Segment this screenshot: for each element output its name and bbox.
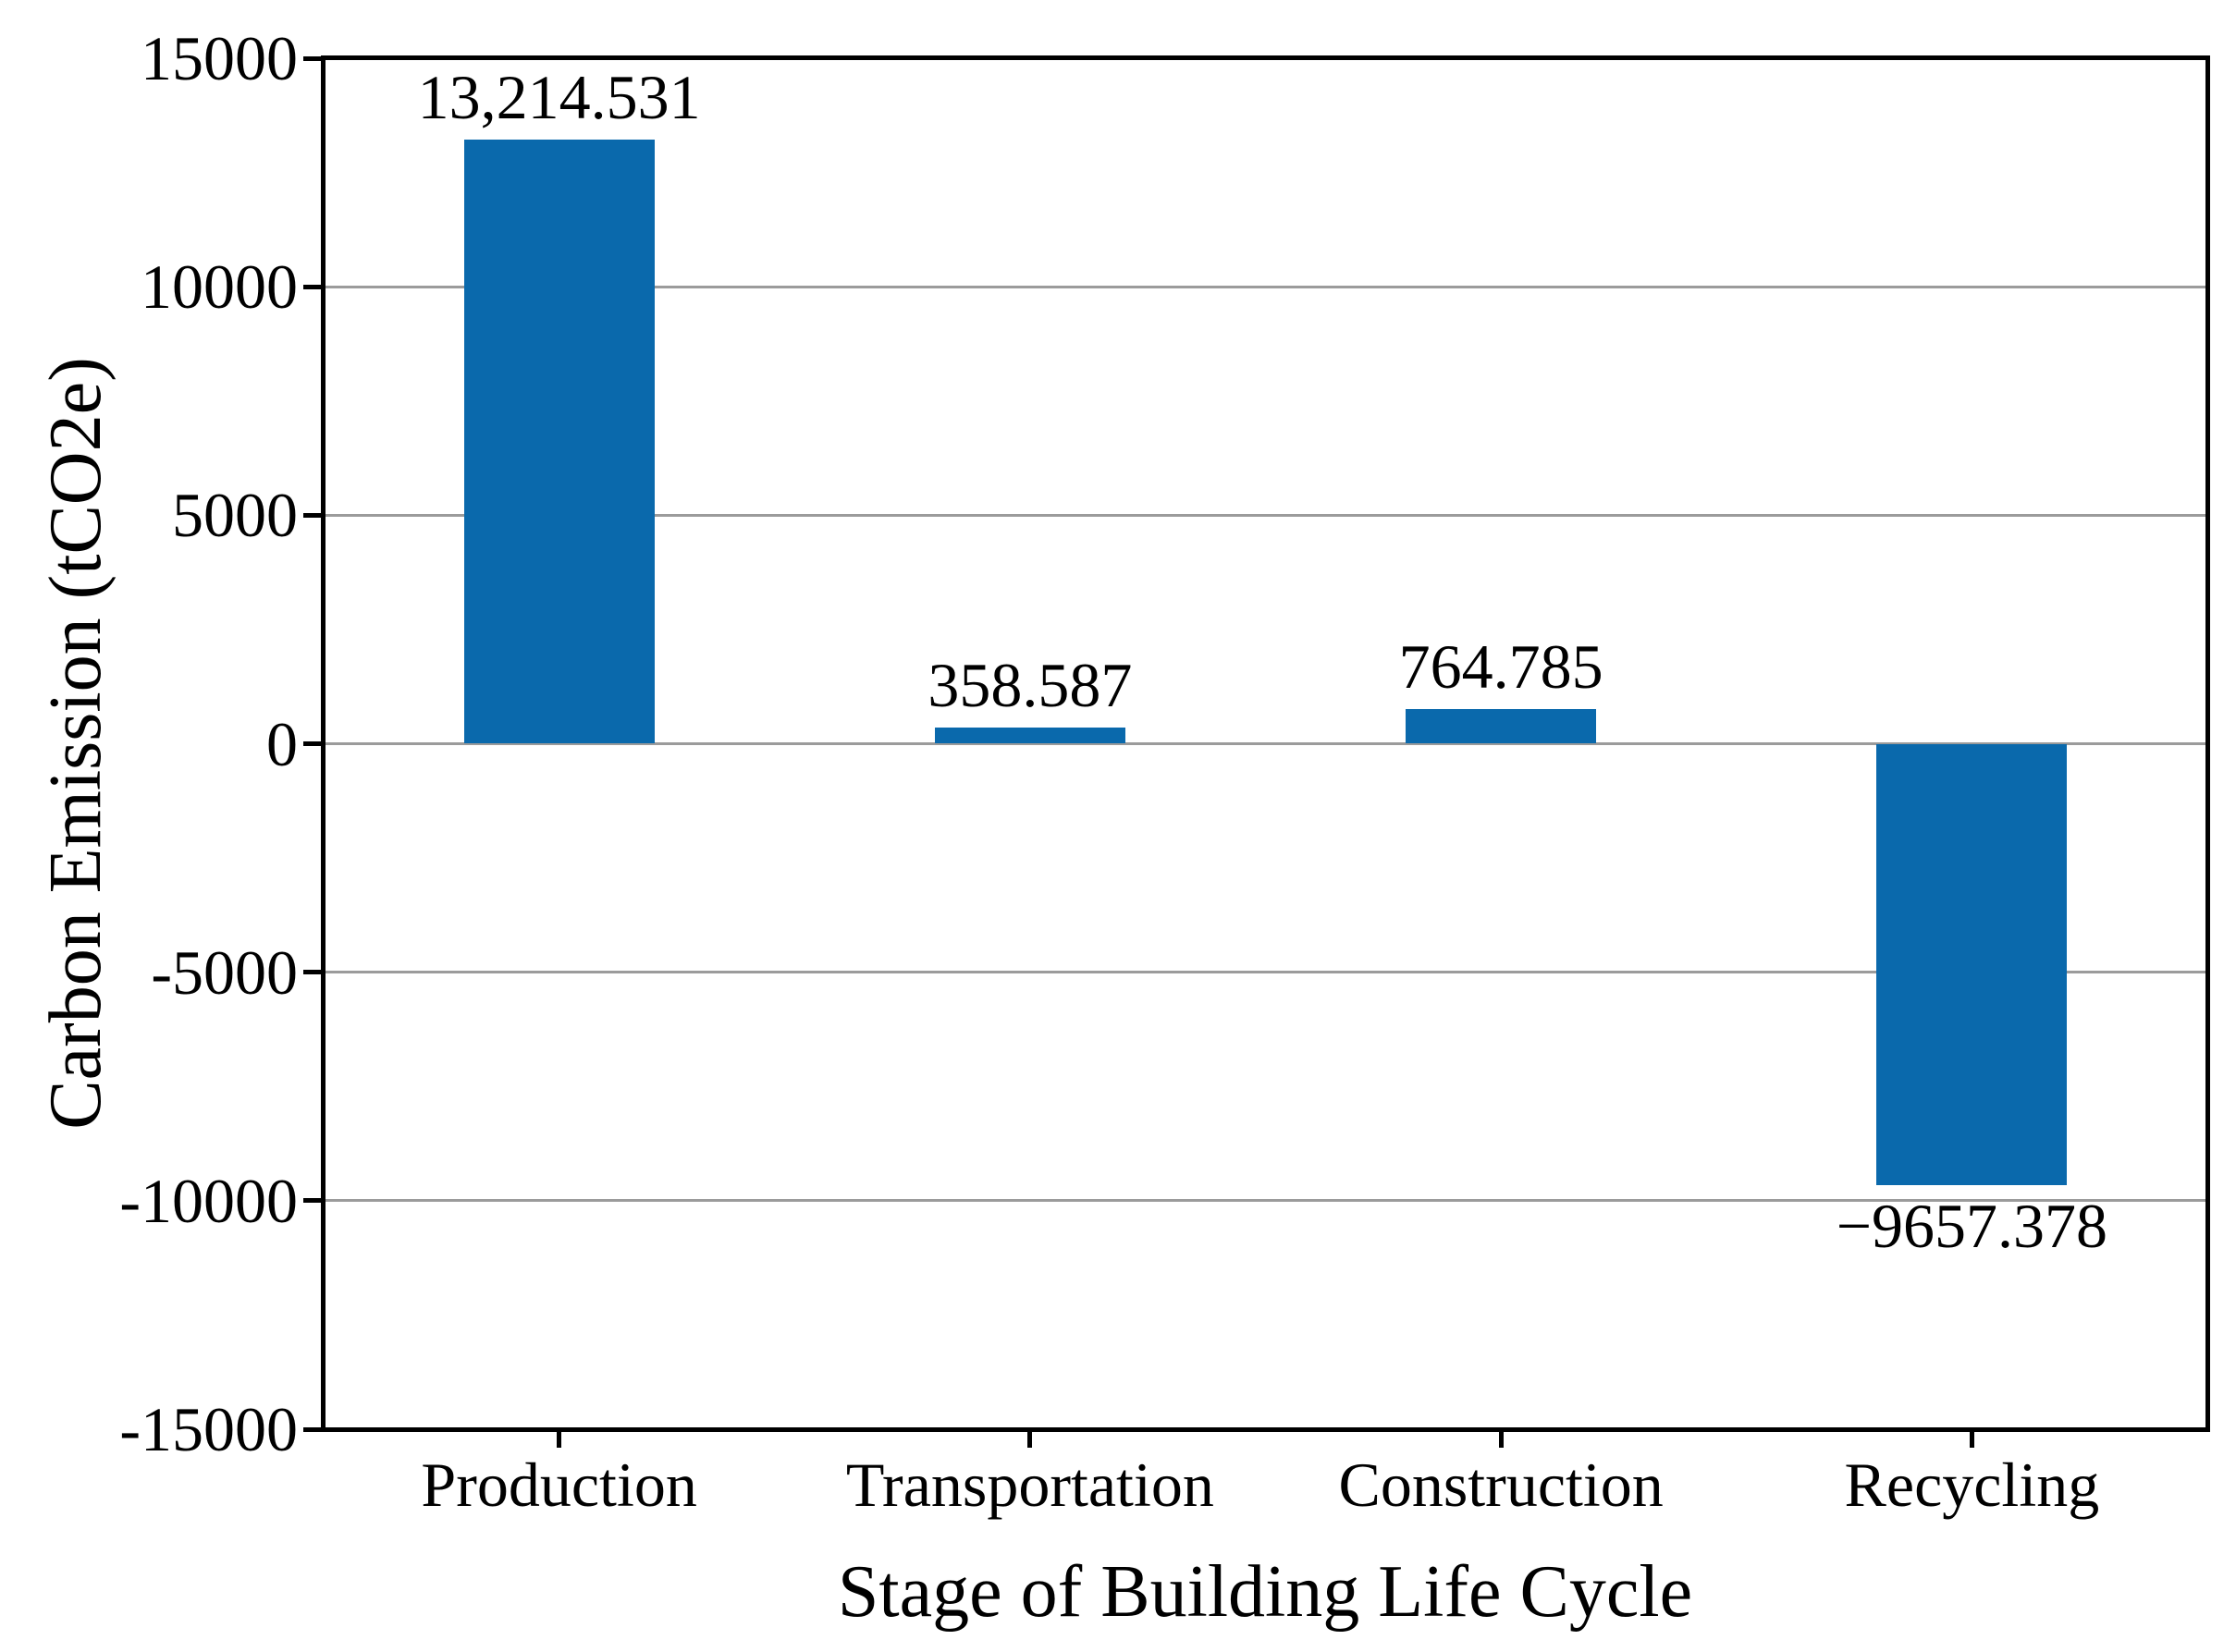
y-tick-label--5000: -5000 xyxy=(151,936,298,1008)
x-tick-label-construction: Construction xyxy=(1338,1450,1664,1520)
x-tick-mark-production xyxy=(557,1429,562,1448)
y-tick-mark--5000 xyxy=(303,970,324,975)
bar-value-label-construction: 764.785 xyxy=(1398,630,1603,702)
x-tick-label-recycling: Recycling xyxy=(1844,1450,2100,1520)
y-tick-mark--10000 xyxy=(303,1198,324,1204)
y-tick-label-5000: 5000 xyxy=(172,480,298,551)
y-tick-label-10000: 10000 xyxy=(141,251,298,323)
y-tick-mark-15000 xyxy=(303,55,324,61)
y-tick-label-0: 0 xyxy=(266,708,298,779)
bar-production xyxy=(463,140,655,744)
x-tick-mark-recycling xyxy=(1969,1429,1974,1448)
bar-value-label-transportation: 358.587 xyxy=(928,649,1133,720)
x-tick-mark-transportation xyxy=(1027,1429,1033,1448)
x-tick-mark-construction xyxy=(1498,1429,1504,1448)
y-tick-mark-0 xyxy=(303,741,324,746)
x-axis-title: Stage of Building Life Cycle xyxy=(837,1551,1693,1633)
x-tick-label-production: Production xyxy=(421,1450,697,1520)
y-tick-mark-5000 xyxy=(303,512,324,518)
y-axis-title: Carbon Emission (tCO2e) xyxy=(35,357,117,1130)
gridline-10000 xyxy=(324,285,2207,288)
bar-value-label-production: 13,214.531 xyxy=(417,62,701,133)
gridline-0 xyxy=(324,742,2207,745)
gridline-5000 xyxy=(324,513,2207,517)
y-tick-mark-10000 xyxy=(303,284,324,289)
y-tick-label--10000: -10000 xyxy=(119,1165,298,1236)
gridline--5000 xyxy=(324,971,2207,974)
y-tick-label--15000: -15000 xyxy=(119,1394,298,1464)
y-tick-label-15000: 15000 xyxy=(141,23,298,93)
bar-transportation xyxy=(934,727,1125,744)
x-tick-label-transportation: Transportation xyxy=(845,1450,1214,1520)
y-tick-mark--15000 xyxy=(303,1426,324,1432)
bar-construction xyxy=(1406,708,1597,744)
bar-recycling xyxy=(1876,743,2068,1185)
gridline--10000 xyxy=(324,1199,2207,1203)
bar-value-label-recycling: −9657.378 xyxy=(1836,1190,2108,1261)
